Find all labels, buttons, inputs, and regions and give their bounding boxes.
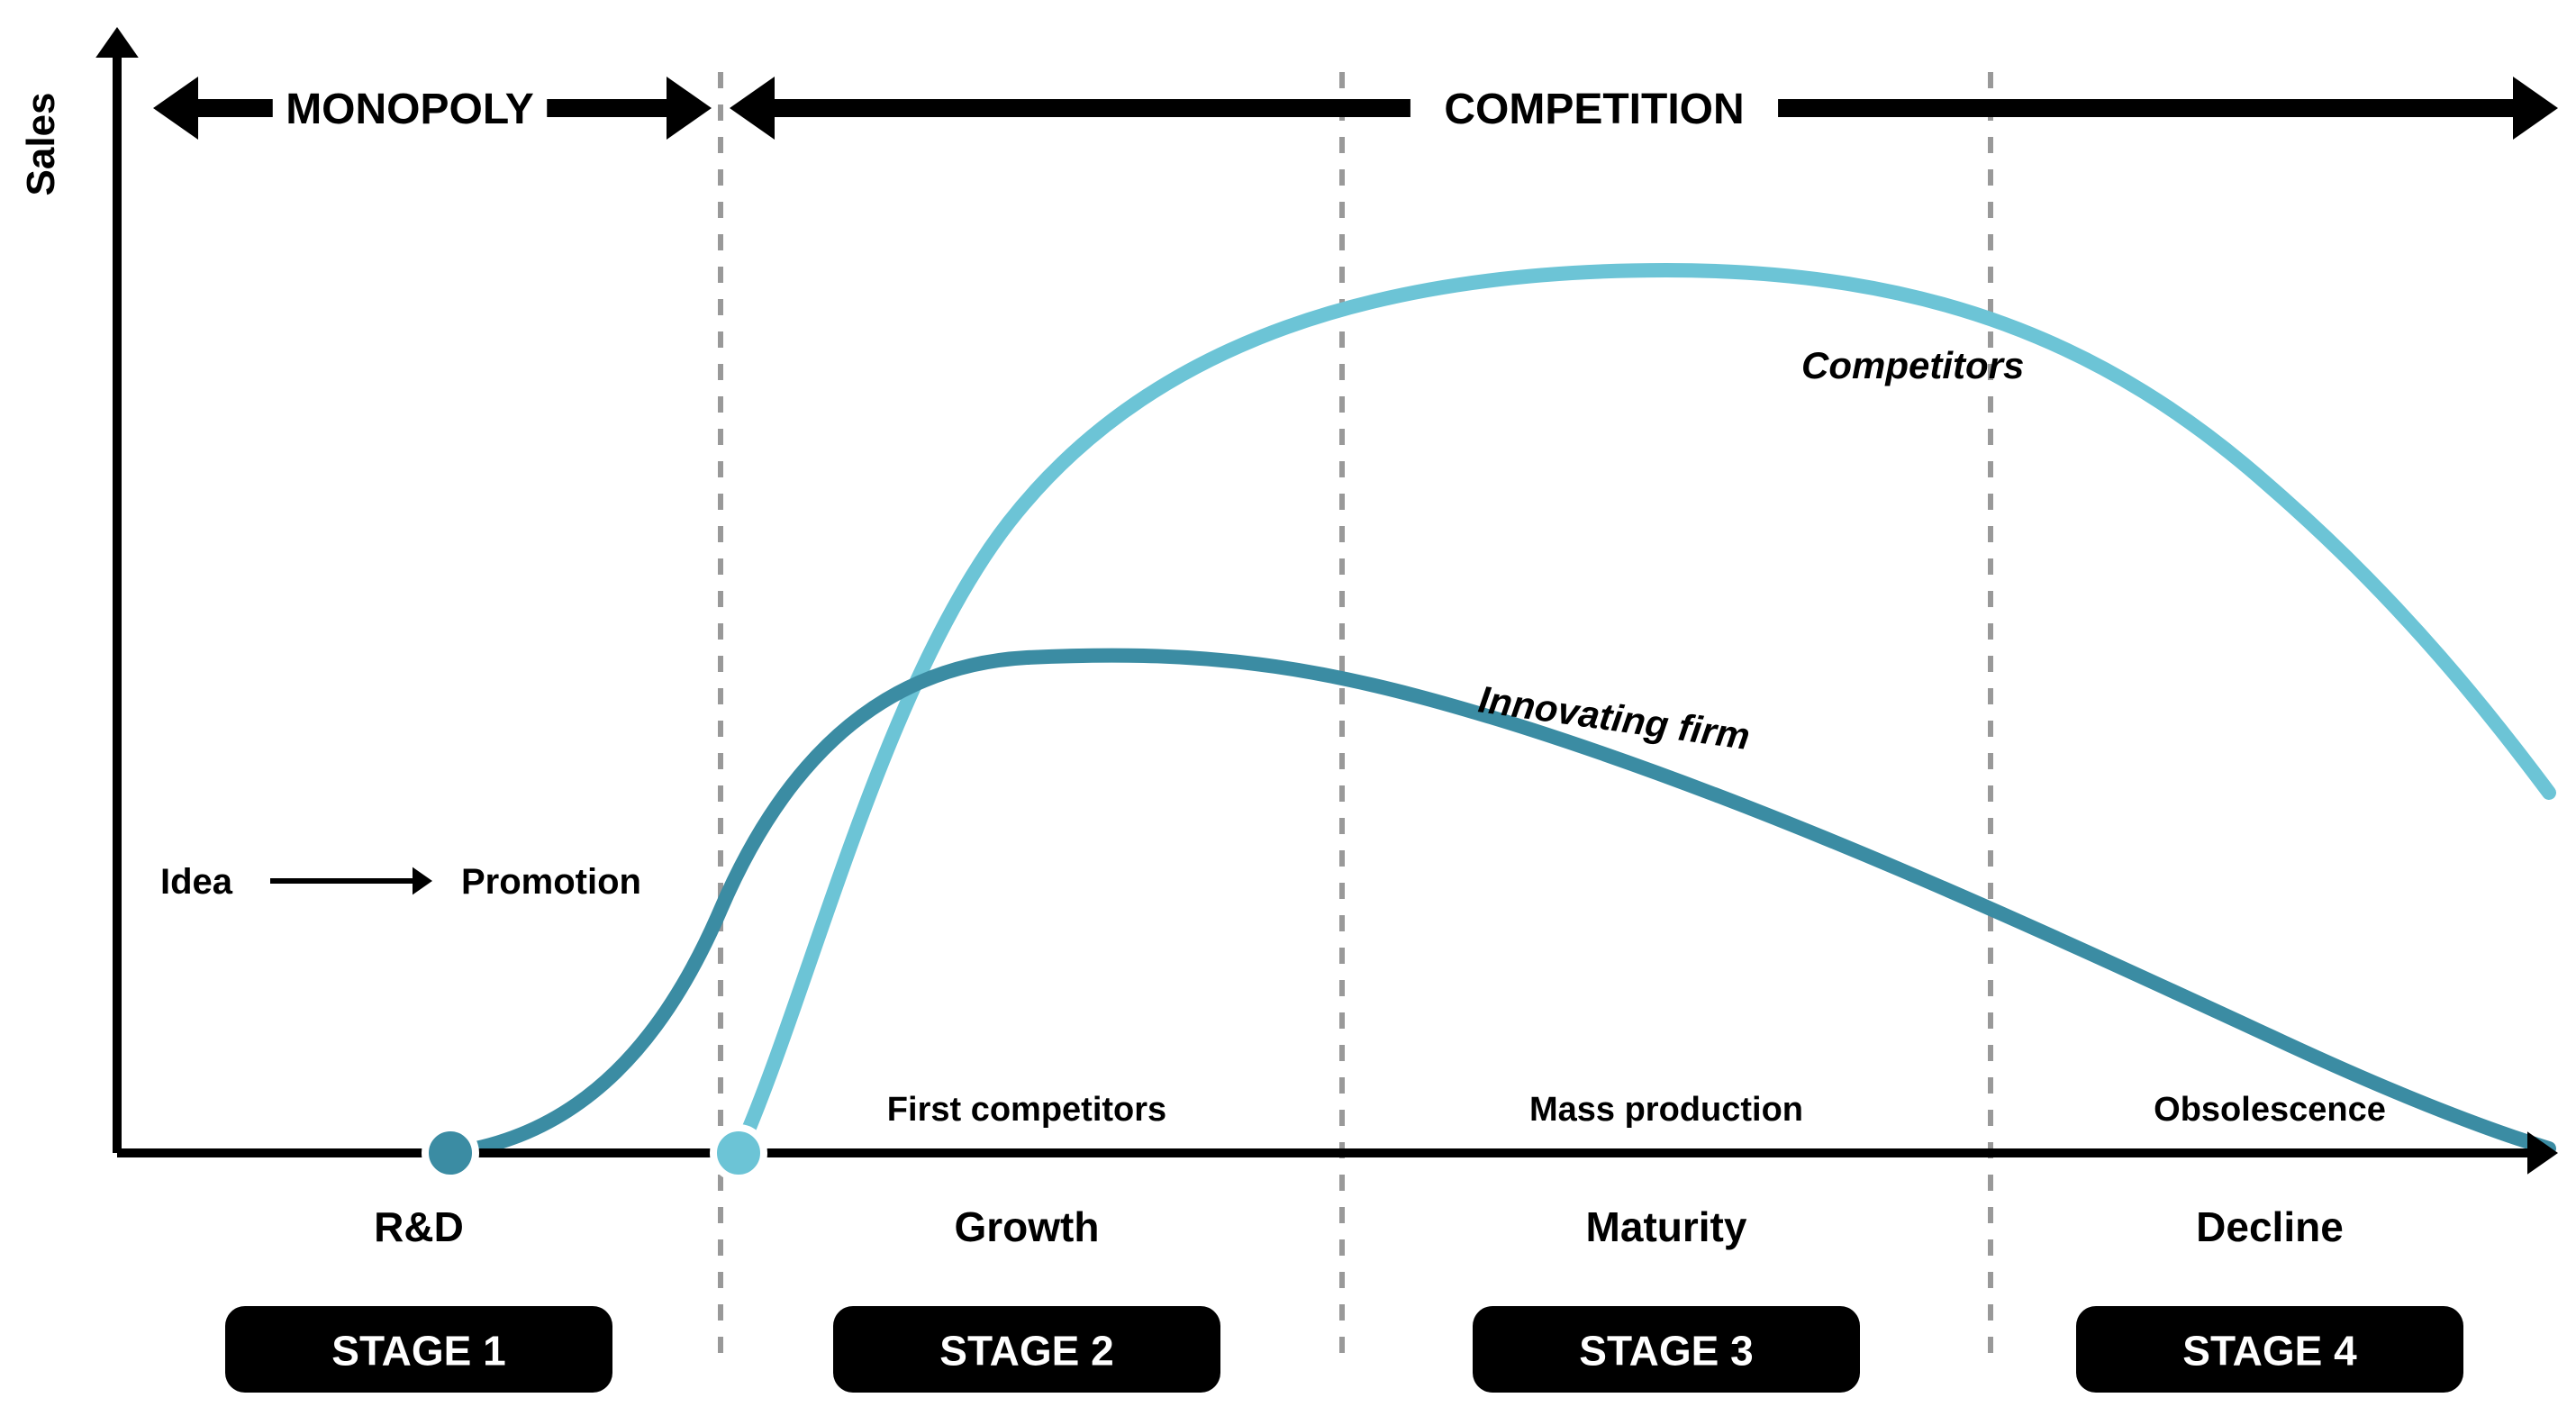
stage-name: Growth bbox=[955, 1203, 1100, 1250]
stage-sublabel: Mass production bbox=[1529, 1091, 1803, 1129]
competitors-start-dot bbox=[713, 1128, 764, 1178]
stage-box-label: STAGE 2 bbox=[939, 1327, 1113, 1374]
stage-name: R&D bbox=[374, 1203, 464, 1250]
stage-sublabel: First competitors bbox=[887, 1091, 1166, 1129]
stage-box-label: STAGE 3 bbox=[1579, 1327, 1753, 1374]
y-axis-label: Sales bbox=[19, 93, 63, 196]
competitors-label: Competitors bbox=[1801, 344, 2024, 386]
innovating-label: Innovating firm bbox=[1476, 677, 1753, 758]
stage-box-label: STAGE 4 bbox=[2182, 1327, 2357, 1374]
stage-sublabel: Obsolescence bbox=[2154, 1091, 2386, 1129]
diagram-root: Sales Innovating firm Competitors MONOPOLY C… bbox=[0, 0, 2576, 1425]
innovating-start-dot bbox=[425, 1128, 476, 1178]
chart-svg: Sales Innovating firm Competitors MONOPOLY C… bbox=[0, 0, 2576, 1425]
stage-name: Maturity bbox=[1586, 1203, 1747, 1250]
stage-name: Decline bbox=[2196, 1203, 2344, 1250]
annotation-promotion: Promotion bbox=[461, 862, 641, 902]
annotation-idea: Idea bbox=[160, 862, 233, 902]
header-label: COMPETITION bbox=[1444, 86, 1744, 133]
stage-box-label: STAGE 1 bbox=[331, 1327, 505, 1374]
header-label: MONOPOLY bbox=[286, 86, 534, 133]
